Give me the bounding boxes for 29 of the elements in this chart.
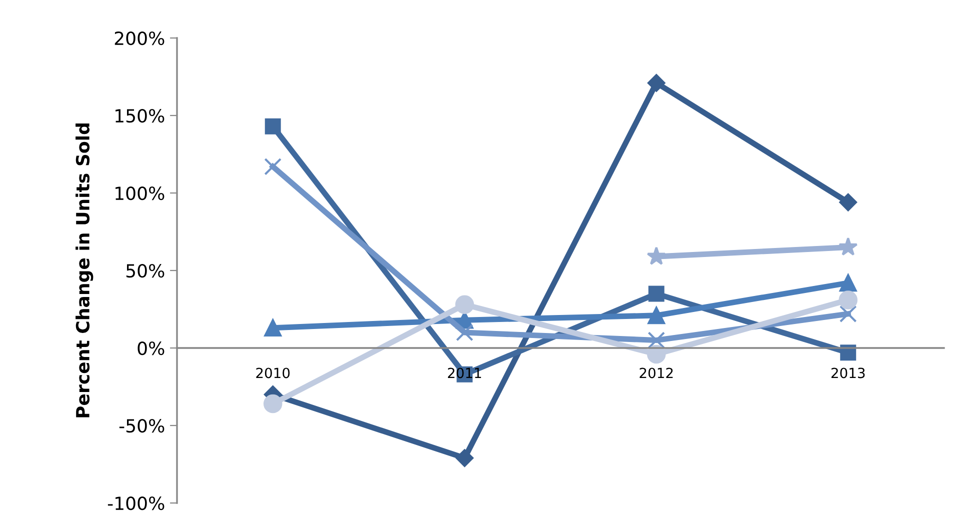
y-tick-label: -50% (119, 418, 164, 433)
point (456, 324, 474, 342)
point (264, 319, 282, 337)
point (838, 290, 858, 310)
x-tick-label: 2013 (831, 368, 865, 378)
point (839, 193, 858, 212)
y-tick-label: 200% (114, 31, 164, 46)
y-tick-label: 0% (138, 341, 164, 356)
point (647, 74, 666, 92)
point (839, 274, 857, 292)
point (838, 237, 858, 256)
point (646, 344, 666, 364)
y-tick-label: 100% (116, 186, 164, 200)
y-tick-label: 150% (116, 108, 164, 123)
x-tick-label: 2010 (256, 368, 290, 378)
point (456, 449, 474, 467)
point (264, 158, 282, 176)
point (648, 286, 664, 302)
point (648, 306, 666, 324)
point (455, 295, 474, 314)
y-tick-label: 50% (126, 264, 164, 278)
point (648, 332, 666, 349)
point (264, 118, 281, 134)
x-tick-label: 2012 (640, 368, 673, 378)
point (839, 305, 857, 323)
y-tick-label: -100% (108, 496, 164, 510)
point (263, 394, 282, 414)
y-axis-title: Percent Change in Units Sold (76, 124, 94, 418)
point (646, 246, 666, 265)
